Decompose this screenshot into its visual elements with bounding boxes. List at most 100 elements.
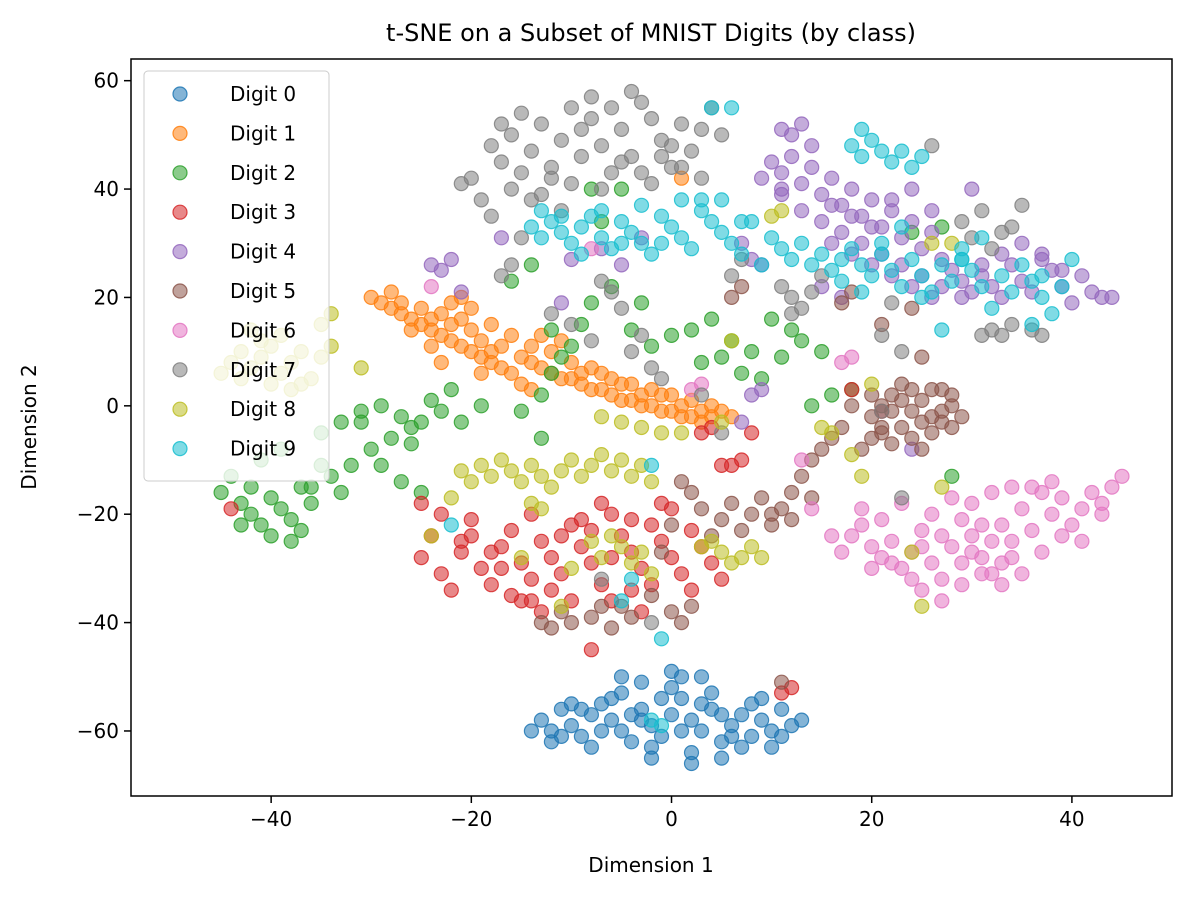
data-point [824, 425, 840, 441]
data-point [824, 197, 840, 213]
data-point [753, 170, 770, 186]
data-point [573, 468, 590, 484]
y-tick-label: −60 [77, 719, 119, 743]
data-point [924, 409, 940, 425]
data-point [473, 365, 489, 381]
data-point [393, 295, 409, 311]
data-point [984, 533, 1000, 549]
data-point [934, 528, 950, 544]
data-point [773, 674, 790, 690]
data-point [583, 333, 600, 349]
data-point [884, 154, 900, 170]
data-point [733, 365, 750, 381]
data-point [994, 268, 1010, 284]
data-point [834, 273, 850, 289]
data-point [854, 257, 870, 273]
data-point [633, 419, 650, 436]
data-point [773, 701, 790, 717]
data-point [553, 528, 570, 544]
data-point [703, 685, 720, 701]
data-point [473, 457, 489, 473]
legend-label: Digit 2 [230, 161, 296, 185]
data-point [673, 669, 690, 685]
data-point [603, 620, 620, 636]
data-point [563, 560, 580, 577]
data-point [483, 577, 499, 593]
data-point [804, 501, 820, 517]
data-point [643, 587, 660, 604]
data-point [934, 257, 950, 273]
data-point [683, 598, 700, 614]
data-point [533, 468, 550, 484]
data-point [393, 474, 409, 490]
data-point [583, 533, 600, 549]
data-point [693, 387, 710, 403]
data-point [854, 121, 870, 137]
data-point [804, 138, 820, 154]
data-point [653, 631, 670, 647]
data-point [974, 327, 990, 343]
data-point [583, 739, 600, 755]
data-point [874, 419, 890, 436]
data-point [633, 94, 650, 111]
data-point [924, 506, 940, 522]
data-point [583, 89, 600, 105]
data-point [653, 387, 670, 403]
data-point [703, 555, 720, 571]
legend-marker [172, 204, 188, 220]
legend-marker [172, 441, 188, 457]
data-point [513, 474, 530, 490]
data-point [964, 262, 980, 278]
data-point [814, 344, 830, 360]
data-point [974, 517, 990, 533]
data-point [493, 268, 509, 284]
x-tick-label: 40 [1059, 807, 1084, 831]
data-point [954, 511, 970, 528]
data-point [643, 110, 660, 127]
data-point [613, 414, 630, 430]
data-point [273, 501, 289, 517]
legend: Digit 0 Digit 1 Digit 2 Digit 3 Digit 4 Digit… [143, 70, 330, 482]
data-point [904, 300, 920, 316]
data-point [573, 365, 590, 381]
data-point [593, 273, 610, 289]
data-point [693, 192, 710, 208]
legend-box [143, 70, 330, 482]
data-point [864, 132, 880, 148]
data-point [343, 457, 359, 473]
data-point [793, 235, 810, 251]
data-point [253, 517, 269, 533]
data-point [1014, 197, 1030, 213]
data-point [984, 484, 1000, 501]
data-point [1034, 544, 1050, 560]
data-point [854, 284, 870, 300]
data-point [593, 365, 610, 381]
data-point [763, 154, 780, 170]
legend-label: Digit 7 [230, 358, 296, 382]
data-point [944, 490, 960, 506]
data-point [373, 457, 389, 473]
data-point [984, 300, 1000, 316]
data-point [683, 484, 700, 501]
data-point [633, 544, 650, 560]
data-point [894, 344, 910, 360]
data-point [914, 522, 930, 539]
data-point [453, 533, 469, 549]
data-point [593, 230, 610, 246]
data-point [563, 717, 580, 734]
data-point [533, 387, 550, 403]
data-point [834, 544, 850, 560]
data-point [844, 382, 860, 398]
data-point [673, 398, 690, 414]
data-point [283, 533, 299, 549]
data-point [673, 230, 690, 246]
data-point [593, 409, 610, 425]
data-point [934, 382, 950, 398]
data-point [783, 306, 800, 322]
data-point [864, 560, 880, 577]
data-point [814, 246, 830, 262]
data-point [713, 707, 730, 723]
x-tick-label: 20 [859, 807, 884, 831]
data-point [463, 474, 479, 490]
